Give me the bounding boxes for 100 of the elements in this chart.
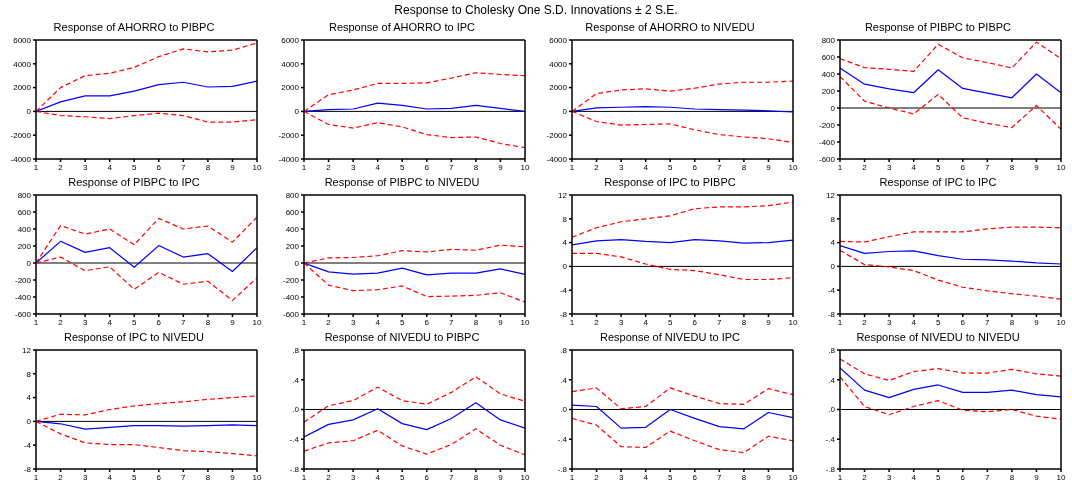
y-tick-label: -2000 — [278, 131, 300, 141]
x-tick-label: 9 — [230, 162, 236, 172]
x-tick-label: 7 — [449, 317, 455, 327]
y-tick-label: 6000 — [549, 35, 568, 45]
x-tick-label: 5 — [400, 317, 405, 327]
x-tick-label: 10 — [788, 162, 798, 172]
y-tick-label: 4 — [26, 393, 32, 403]
x-tick-label: 5 — [400, 472, 405, 482]
y-tick-label: 6000 — [281, 35, 300, 45]
x-tick-label: 4 — [643, 162, 649, 172]
x-tick-label: 5 — [936, 162, 941, 172]
x-tick-label: 1 — [837, 162, 843, 172]
x-tick-label: 9 — [766, 472, 772, 482]
x-tick-label: 5 — [132, 162, 137, 172]
y-tick-label: -600 — [818, 154, 836, 164]
y-tick-label: .0 — [292, 405, 300, 415]
x-tick-label: 5 — [132, 317, 137, 327]
line-series — [840, 249, 1061, 300]
line-series — [840, 376, 1061, 420]
line-series — [304, 102, 525, 112]
x-tick-label: 7 — [181, 472, 187, 482]
line-series — [304, 428, 525, 456]
x-tick-label: 1 — [837, 472, 843, 482]
y-tick-label: 600 — [285, 207, 300, 217]
x-tick-label: 6 — [960, 472, 966, 482]
x-tick-label: 9 — [498, 162, 504, 172]
x-tick-label: 10 — [1056, 317, 1066, 327]
x-tick-label: 4 — [643, 472, 649, 482]
chart-title: Response of NIVEDU to IPC — [599, 330, 741, 345]
chart-title: Response of PIBPC to IPC — [67, 175, 201, 190]
y-tick-label: .0 — [828, 405, 836, 415]
x-tick-label: 5 — [668, 317, 673, 327]
y-tick-label: -200 — [14, 275, 32, 285]
x-tick-label: 5 — [132, 472, 137, 482]
y-tick-label: 0 — [26, 417, 32, 427]
x-tick-label: 7 — [449, 162, 455, 172]
x-tick-label: 6 — [692, 317, 698, 327]
x-tick-label: 4 — [107, 317, 113, 327]
y-tick-label: .8 — [828, 345, 836, 355]
x-tick-label: 6 — [424, 317, 430, 327]
x-tick-label: 6 — [960, 317, 966, 327]
x-tick-label: 3 — [618, 472, 624, 482]
line-series — [840, 367, 1061, 399]
x-tick-label: 3 — [82, 162, 88, 172]
y-tick-label: .8 — [292, 345, 300, 355]
x-tick-label: 6 — [156, 472, 162, 482]
y-tick-label: 4 — [830, 238, 836, 248]
y-tick-label: -.4 — [289, 435, 300, 445]
x-tick-label: 1 — [569, 162, 575, 172]
x-tick-label: 6 — [692, 162, 698, 172]
x-tick-label: 3 — [886, 317, 892, 327]
x-tick-label: 8 — [205, 317, 211, 327]
x-tick-label: 2 — [58, 472, 64, 482]
y-tick-label: 2000 — [549, 83, 568, 93]
y-tick-label: 2000 — [13, 83, 32, 93]
y-tick-label: .4 — [292, 375, 300, 385]
x-tick-label: 8 — [473, 162, 479, 172]
x-tick-label: 6 — [424, 472, 430, 482]
x-tick-label: 10 — [1056, 472, 1066, 482]
chart-title: Response of IPC to IPC — [878, 175, 998, 190]
chart-title: Response of AHORRO to NIVEDU — [584, 20, 756, 35]
x-tick-label: 8 — [741, 162, 747, 172]
y-tick-label: 12 — [22, 345, 32, 355]
x-tick-label: 6 — [156, 317, 162, 327]
line-series — [840, 358, 1061, 382]
x-tick-label: 2 — [326, 317, 332, 327]
x-tick-label: 9 — [1034, 317, 1040, 327]
y-tick-label: 800 — [821, 35, 836, 45]
x-tick-label: 9 — [1034, 162, 1040, 172]
line-series — [572, 404, 793, 430]
x-tick-label: 2 — [594, 317, 600, 327]
y-tick-label: 0 — [294, 107, 300, 117]
x-tick-label: 3 — [350, 317, 356, 327]
x-tick-label: 6 — [960, 162, 966, 172]
x-tick-label: 5 — [936, 317, 941, 327]
y-tick-label: -.4 — [557, 435, 568, 445]
x-tick-label: 10 — [520, 162, 530, 172]
y-tick-label: 400 — [821, 69, 836, 79]
y-tick-label: -2000 — [546, 131, 568, 141]
chart-title: Response of PIBPC to PIBPC — [863, 20, 1013, 35]
x-tick-label: 9 — [766, 317, 772, 327]
y-tick-label: -4000 — [546, 154, 568, 164]
y-tick-label: 4000 — [281, 59, 300, 69]
x-tick-label: 4 — [375, 472, 381, 482]
x-tick-label: 2 — [326, 162, 332, 172]
line-series — [572, 252, 793, 281]
x-tick-label: 7 — [985, 162, 991, 172]
x-tick-label: 3 — [886, 162, 892, 172]
y-tick-label: 0 — [562, 107, 568, 117]
y-tick-label: -400 — [14, 292, 32, 302]
x-tick-label: 7 — [985, 472, 991, 482]
y-tick-label: -.8 — [557, 464, 568, 474]
y-tick-label: 0 — [830, 262, 836, 272]
x-tick-label: 4 — [375, 162, 381, 172]
y-tick-label: .4 — [828, 375, 836, 385]
line-series — [36, 80, 257, 112]
y-tick-label: 800 — [285, 190, 300, 200]
line-series — [36, 240, 257, 273]
x-tick-label: 3 — [82, 472, 88, 482]
x-tick-label: 8 — [205, 472, 211, 482]
